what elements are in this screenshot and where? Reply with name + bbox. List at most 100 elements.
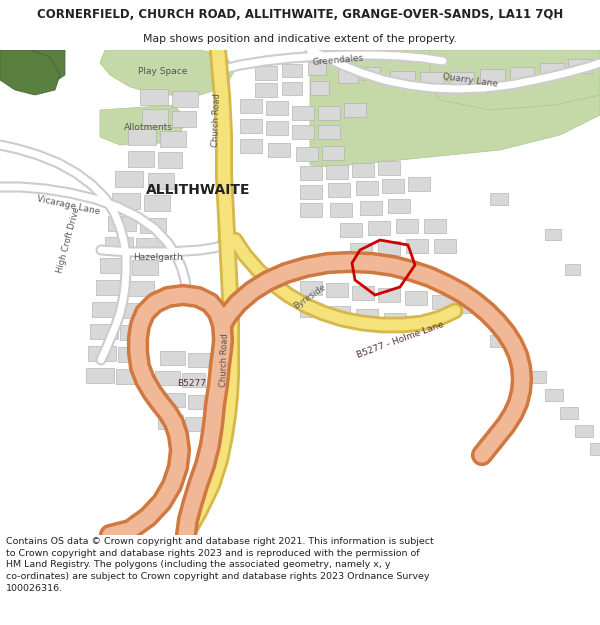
Bar (132, 260, 158, 275)
Bar (545, 389, 563, 401)
Bar (300, 185, 322, 199)
Bar (490, 335, 508, 347)
Bar (318, 106, 340, 120)
Bar (296, 147, 318, 161)
Text: ALLITHWAITE: ALLITHWAITE (146, 183, 250, 197)
Bar (378, 288, 400, 302)
Bar (356, 309, 378, 323)
Bar (575, 425, 593, 437)
Polygon shape (0, 50, 65, 85)
Bar (266, 101, 288, 115)
Bar (545, 229, 561, 240)
Bar (118, 347, 144, 362)
Bar (424, 219, 446, 233)
Bar (172, 111, 196, 127)
Bar (240, 119, 262, 133)
Bar (490, 193, 508, 205)
Bar (432, 295, 454, 309)
Text: CORNERFIELD, CHURCH ROAD, ALLITHWAITE, GRANGE-OVER-SANDS, LA11 7QH: CORNERFIELD, CHURCH ROAD, ALLITHWAITE, G… (37, 8, 563, 21)
Bar (282, 82, 302, 95)
Bar (330, 203, 352, 217)
Text: Greendales: Greendales (312, 53, 364, 67)
Bar (388, 199, 410, 213)
Bar (240, 99, 262, 113)
Bar (450, 72, 474, 86)
Bar (112, 193, 140, 209)
Bar (160, 131, 186, 147)
Bar (148, 173, 174, 189)
Bar (344, 103, 366, 117)
Text: High Croft Drive: High Croft Drive (55, 206, 81, 274)
Bar (560, 407, 578, 419)
Text: Hazelgarth: Hazelgarth (133, 254, 183, 262)
Bar (155, 371, 180, 385)
Bar (88, 346, 116, 361)
Bar (406, 239, 428, 253)
Bar (328, 306, 350, 320)
Bar (308, 62, 326, 75)
Bar (408, 177, 430, 191)
Bar (100, 258, 128, 273)
Bar (144, 195, 170, 211)
Bar (140, 89, 168, 105)
Bar (540, 63, 564, 77)
Bar (136, 238, 162, 253)
Bar (300, 281, 322, 295)
Bar (160, 393, 185, 407)
Bar (338, 69, 358, 83)
Bar (356, 181, 378, 195)
Bar (92, 302, 120, 317)
Bar (158, 152, 182, 168)
Bar (105, 237, 133, 252)
Text: Allotments: Allotments (124, 122, 172, 131)
Bar (128, 281, 154, 296)
Text: B5277: B5277 (178, 379, 206, 388)
Bar (510, 67, 534, 81)
Bar (108, 216, 136, 231)
Bar (480, 69, 505, 83)
Bar (352, 286, 374, 300)
Bar (360, 201, 382, 215)
Bar (368, 221, 390, 235)
Text: Church Road: Church Road (211, 93, 221, 147)
Text: Quarry Lane: Quarry Lane (442, 72, 498, 88)
Text: Church Road: Church Road (218, 333, 229, 387)
Bar (255, 83, 277, 97)
Bar (292, 125, 314, 139)
Polygon shape (0, 50, 60, 95)
Polygon shape (430, 50, 600, 110)
Bar (420, 72, 444, 86)
Bar (322, 146, 344, 160)
Bar (96, 280, 124, 295)
Bar (120, 325, 146, 340)
Bar (116, 369, 142, 384)
Bar (255, 66, 277, 80)
Bar (565, 264, 580, 275)
Text: B5277 - Holme Lane: B5277 - Holme Lane (355, 320, 445, 360)
Bar (326, 283, 348, 297)
Bar (300, 303, 322, 317)
Bar (326, 165, 348, 179)
Text: Vicarage Lane: Vicarage Lane (35, 194, 100, 216)
Text: Contains OS data © Crown copyright and database right 2021. This information is : Contains OS data © Crown copyright and d… (6, 537, 434, 593)
Bar (142, 109, 168, 125)
Bar (185, 417, 208, 431)
Text: Play Space: Play Space (139, 68, 188, 76)
Bar (86, 368, 114, 383)
Bar (318, 125, 340, 139)
Bar (188, 395, 211, 409)
Bar (268, 143, 290, 157)
Text: Byreside: Byreside (292, 282, 328, 311)
Bar (382, 179, 404, 193)
Bar (300, 203, 322, 217)
Bar (350, 243, 372, 257)
Bar (300, 166, 322, 180)
Bar (362, 67, 380, 80)
Bar (378, 241, 400, 255)
Bar (510, 353, 528, 365)
Bar (140, 218, 166, 233)
Text: Map shows position and indicative extent of the property.: Map shows position and indicative extent… (143, 34, 457, 44)
Bar (282, 64, 302, 77)
Bar (390, 71, 415, 85)
Bar (340, 223, 362, 237)
